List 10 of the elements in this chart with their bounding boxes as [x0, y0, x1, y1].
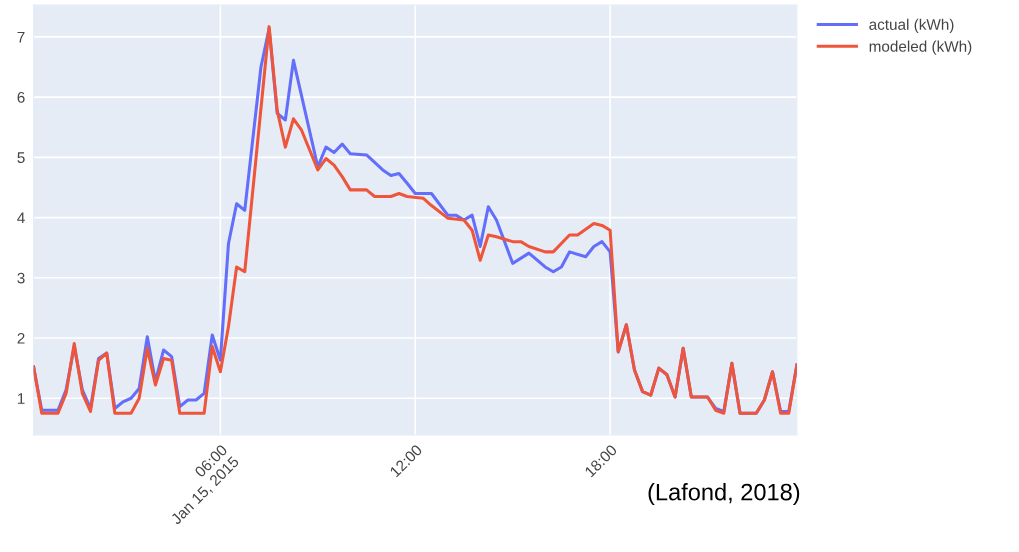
- y-tick-label: 5: [17, 152, 25, 164]
- legend-label: modeled (kWh): [869, 40, 972, 55]
- legend-label: actual (kWh): [869, 18, 954, 33]
- y-tick-label: 4: [17, 212, 25, 224]
- y-tick-label: 3: [17, 272, 25, 284]
- y-tick-label: 2: [17, 332, 25, 344]
- y-tick-label: 1: [17, 393, 25, 404]
- y-tick-label: 7: [17, 31, 25, 43]
- y-tick-label: 6: [17, 91, 25, 103]
- text: (Lafond, 2018): [648, 483, 800, 506]
